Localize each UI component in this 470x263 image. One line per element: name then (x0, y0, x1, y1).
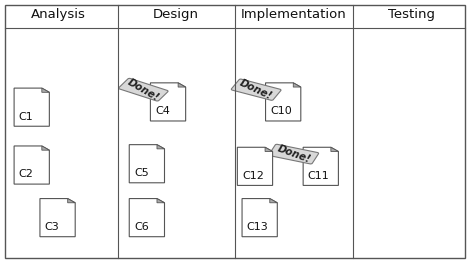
Text: C10: C10 (270, 106, 292, 116)
Text: Done!: Done! (126, 77, 161, 103)
FancyBboxPatch shape (118, 78, 168, 101)
Polygon shape (129, 145, 164, 183)
Polygon shape (293, 83, 301, 87)
Polygon shape (14, 146, 49, 184)
Text: C5: C5 (134, 168, 149, 178)
Polygon shape (331, 147, 338, 151)
Text: Done!: Done! (275, 143, 312, 165)
Text: Analysis: Analysis (31, 8, 86, 21)
Polygon shape (14, 88, 49, 126)
Text: C4: C4 (155, 106, 170, 116)
Text: Implementation: Implementation (241, 8, 347, 21)
Polygon shape (42, 146, 49, 150)
Polygon shape (157, 145, 164, 149)
Text: Design: Design (153, 8, 199, 21)
Polygon shape (40, 199, 75, 237)
Text: C3: C3 (45, 222, 59, 232)
FancyBboxPatch shape (269, 144, 319, 164)
Polygon shape (242, 199, 277, 237)
Text: C6: C6 (134, 222, 149, 232)
Text: C2: C2 (19, 169, 34, 179)
FancyBboxPatch shape (231, 79, 281, 100)
Polygon shape (42, 88, 49, 92)
Polygon shape (150, 83, 186, 121)
Text: C11: C11 (308, 171, 329, 181)
Polygon shape (237, 147, 273, 185)
Text: C12: C12 (242, 171, 264, 181)
Text: Done!: Done! (238, 78, 274, 102)
Polygon shape (68, 199, 75, 203)
Polygon shape (157, 199, 164, 203)
Polygon shape (266, 83, 301, 121)
Polygon shape (129, 199, 164, 237)
Polygon shape (303, 147, 338, 185)
Polygon shape (265, 147, 273, 151)
Text: C13: C13 (247, 222, 268, 232)
Text: Testing: Testing (388, 8, 435, 21)
Polygon shape (270, 199, 277, 203)
Polygon shape (178, 83, 186, 87)
Text: C1: C1 (19, 112, 33, 122)
